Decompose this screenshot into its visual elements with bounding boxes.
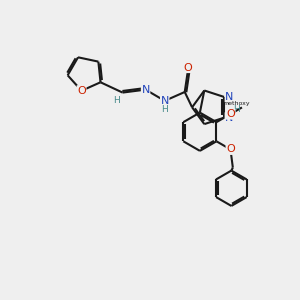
Text: O: O xyxy=(226,144,235,154)
Text: O: O xyxy=(77,86,86,96)
Text: N: N xyxy=(225,92,233,102)
Text: H: H xyxy=(233,105,240,114)
Text: H: H xyxy=(161,105,168,114)
Text: H: H xyxy=(113,96,119,105)
Text: O: O xyxy=(226,109,235,119)
Text: methoxy: methoxy xyxy=(223,101,250,106)
Text: O: O xyxy=(183,63,192,73)
Text: N: N xyxy=(160,96,169,106)
Text: N: N xyxy=(141,85,150,94)
Text: N: N xyxy=(225,113,233,123)
